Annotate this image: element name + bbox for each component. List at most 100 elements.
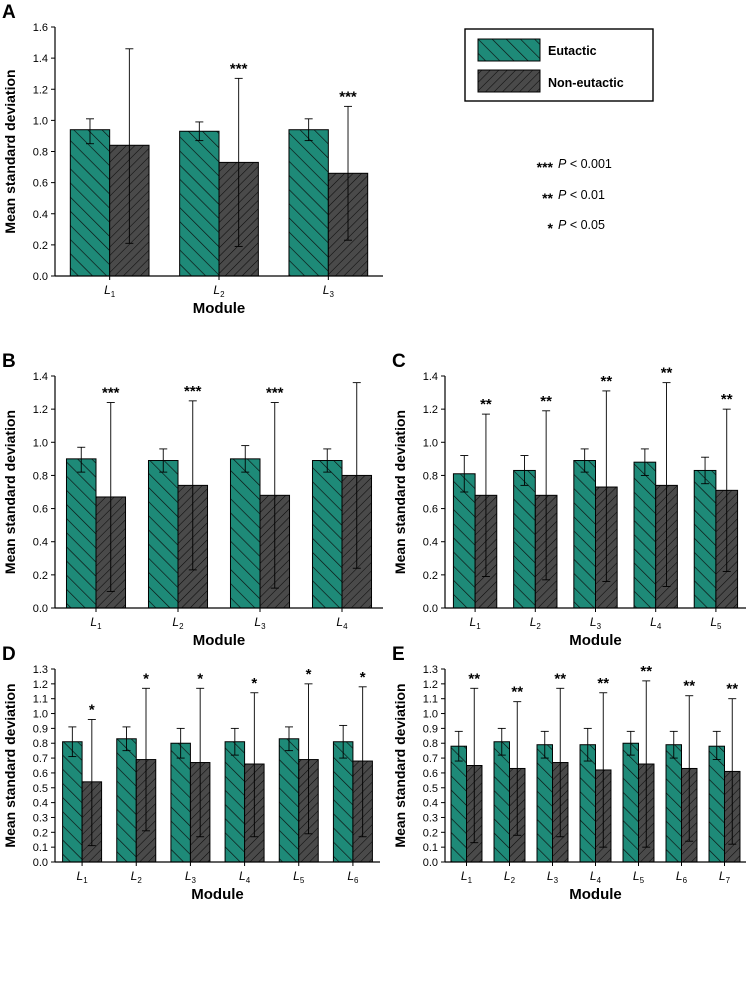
y-tick-label: 0.3 (33, 812, 48, 824)
y-tick-label: 0.9 (33, 723, 48, 735)
sig-key-threshold: < 0.01 (566, 188, 605, 202)
bar-eutactic (536, 744, 554, 863)
y-tick-label: 0.1 (423, 842, 438, 854)
error-bar (520, 455, 529, 486)
x-tick-label: L1 (77, 869, 89, 885)
bar-eutactic (147, 460, 179, 609)
chart-panel-d: D * * * * * * 0.0 0.1 0.2 0.3 0.4 0.5 0.6 0.7 0.8 0.9 1.0… (2, 644, 380, 903)
x-tick-label: L5 (293, 869, 305, 885)
y-tick-label: 1.4 (33, 371, 48, 383)
chart-panel-b: B *** *** *** 0.0 0.2 0.4 0.6 0.8 1.0 1.2 1.4 L1 L2 L3… (2, 351, 383, 649)
y-tick-label: 0.2 (33, 240, 48, 252)
panel-label: E (392, 644, 405, 665)
y-axis-title: Mean standard deviation (2, 410, 18, 574)
significance-stars: *** (339, 88, 357, 105)
y-tick-label: 1.0 (423, 709, 438, 721)
x-tick-label: L4 (336, 615, 348, 631)
significance-stars: ** (468, 670, 480, 687)
error-bar (125, 48, 134, 244)
error-bar (77, 446, 86, 473)
error-bar (241, 445, 250, 473)
sig-key-p: P < 0.05 (558, 218, 605, 232)
significance-stars: ** (721, 391, 733, 408)
bar-eutactic (693, 469, 717, 609)
y-tick-label: 0.8 (423, 738, 438, 750)
error-bar (542, 410, 551, 581)
bar-eutactic (62, 741, 83, 863)
y-tick-label: 1.0 (423, 437, 438, 449)
y-tick-label: 1.0 (33, 437, 48, 449)
y-tick-label: 0.9 (423, 723, 438, 735)
sig-key-threshold: < 0.05 (566, 218, 605, 232)
bar-eutactic (513, 469, 536, 609)
significance-stars: ** (511, 684, 523, 701)
significance-stars: *** (266, 385, 284, 402)
y-tick-label: 1.2 (423, 404, 438, 416)
y-tick-label: 0.2 (423, 570, 438, 582)
error-bar (106, 402, 115, 592)
error-bar (304, 118, 313, 142)
error-bar (339, 724, 348, 759)
significance-stars: ** (683, 678, 695, 695)
error-bar (556, 687, 565, 838)
bar-eutactic (633, 461, 657, 609)
error-bar (176, 727, 185, 759)
x-tick-label: L5 (710, 615, 722, 631)
x-tick-label: L6 (347, 869, 359, 885)
error-bar (712, 730, 721, 761)
significance-stars: *** (184, 383, 202, 400)
error-bar (460, 455, 469, 493)
sig-key-stars: * (548, 220, 554, 236)
y-tick-label: 0.1 (33, 842, 48, 854)
error-bar (662, 382, 671, 587)
error-bar (159, 448, 168, 473)
panel-label: D (2, 644, 16, 665)
bar-eutactic (69, 129, 111, 277)
y-tick-label: 0.8 (423, 470, 438, 482)
y-tick-label: 0.0 (423, 603, 438, 615)
error-bar (669, 730, 678, 759)
error-bar (230, 727, 239, 756)
error-bar (358, 686, 367, 838)
error-bar (68, 726, 77, 758)
x-tick-label: L2 (213, 283, 225, 299)
y-tick-label: 0.6 (33, 504, 48, 516)
bar-eutactic (332, 741, 354, 863)
x-tick-label: L3 (185, 869, 197, 885)
significance-stars: *** (102, 385, 120, 402)
y-tick-label: 1.3 (33, 664, 48, 676)
significance-stars: ** (600, 373, 612, 390)
bar-eutactic (493, 741, 510, 863)
error-bar (250, 692, 259, 838)
y-tick-label: 1.0 (33, 115, 48, 127)
x-axis-title: Module (193, 632, 246, 649)
bar-eutactic (450, 745, 467, 863)
y-tick-label: 0.6 (423, 504, 438, 516)
y-tick-label: 0.6 (423, 768, 438, 780)
error-bar (685, 695, 694, 842)
bar-eutactic (452, 473, 476, 609)
y-tick-label: 0.5 (33, 783, 48, 795)
x-tick-label: L3 (323, 283, 335, 299)
error-bar (728, 698, 737, 845)
error-bar (323, 448, 332, 473)
y-tick-label: 0.0 (33, 271, 48, 283)
y-tick-label: 0.4 (33, 209, 48, 221)
significance-stars: *** (230, 60, 248, 77)
y-tick-label: 0.5 (423, 783, 438, 795)
panel-label: B (2, 351, 16, 372)
y-tick-label: 0.7 (423, 753, 438, 765)
y-tick-label: 1.3 (423, 664, 438, 676)
error-bar (580, 448, 589, 473)
significance-stars: ** (597, 675, 609, 692)
bar-eutactic (224, 741, 246, 863)
x-axis-title: Module (569, 886, 622, 903)
x-tick-label: L5 (633, 869, 645, 885)
x-axis-title: Module (193, 300, 246, 317)
error-bar (497, 727, 506, 756)
bar-eutactic (579, 744, 597, 863)
bar-eutactic (311, 460, 343, 609)
panel-label: A (2, 2, 16, 23)
significance-stars: * (251, 675, 257, 692)
bar-eutactic (622, 742, 640, 863)
